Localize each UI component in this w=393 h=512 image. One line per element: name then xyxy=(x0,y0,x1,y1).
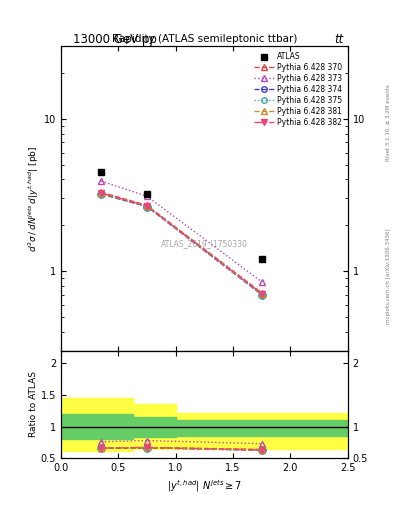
Line: Pythia 6.428 374: Pythia 6.428 374 xyxy=(97,190,265,298)
Text: Rivet 3.1.10, ≥ 3.2M events: Rivet 3.1.10, ≥ 3.2M events xyxy=(386,84,391,161)
Pythia 6.428 370 xyxy=(145,202,149,208)
Line: ATLAS: ATLAS xyxy=(97,168,265,263)
Line: Pythia 6.428 381: Pythia 6.428 381 xyxy=(97,189,265,297)
Line: Pythia 6.428 382: Pythia 6.428 382 xyxy=(97,189,265,297)
Pythia 6.428 382 xyxy=(259,291,264,297)
Pythia 6.428 370 xyxy=(99,189,103,195)
Pythia 6.428 373 xyxy=(259,279,264,285)
Pythia 6.428 373 xyxy=(145,193,149,199)
Line: Pythia 6.428 370: Pythia 6.428 370 xyxy=(97,188,265,296)
Pythia 6.428 381 xyxy=(145,203,149,209)
Pythia 6.428 374 xyxy=(259,292,264,298)
Pythia 6.428 381 xyxy=(99,190,103,196)
Pythia 6.428 374 xyxy=(145,204,149,210)
Text: ATLAS_2019_I1750330: ATLAS_2019_I1750330 xyxy=(161,240,248,249)
ATLAS xyxy=(145,191,149,197)
Text: 13000 GeV pp: 13000 GeV pp xyxy=(73,33,156,46)
Pythia 6.428 374 xyxy=(99,191,103,197)
Pythia 6.428 373 xyxy=(99,178,103,184)
Title: Rapidity (ATLAS semileptonic ttbar): Rapidity (ATLAS semileptonic ttbar) xyxy=(112,34,297,44)
Pythia 6.428 381 xyxy=(259,291,264,297)
Pythia 6.428 382 xyxy=(99,190,103,196)
Pythia 6.428 375 xyxy=(99,191,103,197)
Pythia 6.428 370 xyxy=(259,290,264,296)
Legend: ATLAS, Pythia 6.428 370, Pythia 6.428 373, Pythia 6.428 374, Pythia 6.428 375, P: ATLAS, Pythia 6.428 370, Pythia 6.428 37… xyxy=(252,50,344,129)
Pythia 6.428 375 xyxy=(259,292,264,298)
Y-axis label: Ratio to ATLAS: Ratio to ATLAS xyxy=(29,372,38,437)
Pythia 6.428 382 xyxy=(145,203,149,209)
Text: mcplots.cern.ch [arXiv:1306.3436]: mcplots.cern.ch [arXiv:1306.3436] xyxy=(386,229,391,324)
Y-axis label: $d^2\sigma\,/\,dN^{jets}\,d|y^{t,had}|$ [pb]: $d^2\sigma\,/\,dN^{jets}\,d|y^{t,had}|$ … xyxy=(27,145,41,251)
Pythia 6.428 375 xyxy=(145,204,149,210)
ATLAS xyxy=(259,256,264,262)
Line: Pythia 6.428 373: Pythia 6.428 373 xyxy=(97,178,265,285)
Text: tt: tt xyxy=(334,33,344,46)
X-axis label: $|y^{t,had}|\ N^{jets} \geq 7$: $|y^{t,had}|\ N^{jets} \geq 7$ xyxy=(167,479,242,495)
ATLAS xyxy=(99,168,103,175)
Line: Pythia 6.428 375: Pythia 6.428 375 xyxy=(97,190,265,298)
